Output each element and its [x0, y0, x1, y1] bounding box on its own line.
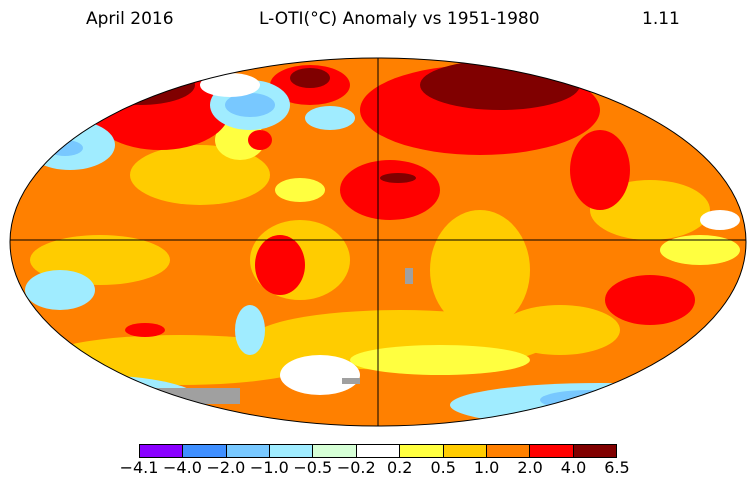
anomaly-map	[9, 57, 747, 427]
colorbar-swatch	[356, 445, 401, 457]
colorbar-swatch	[140, 445, 184, 457]
map-title: L-OTI(°C) Anomaly vs 1951-1980	[259, 9, 540, 29]
colorbar-swatch	[270, 445, 314, 457]
colorbar-swatch	[313, 445, 357, 457]
slight-warm-regions	[215, 120, 740, 375]
colorbar-tick-label: −0.2	[336, 458, 376, 477]
colorbar-tick-label: −2.0	[206, 458, 246, 477]
colorbar-tick-label: 1.0	[473, 458, 500, 477]
colorbar-tick-label: 0.2	[386, 458, 413, 477]
colorbar-tick-label: 4.0	[560, 458, 587, 477]
colorbar-swatch	[183, 445, 227, 457]
colorbar-tick-label: −4.1	[119, 458, 159, 477]
date-label: April 2016	[86, 9, 174, 29]
colorbar	[139, 444, 617, 458]
colorbar-tick-label: 6.5	[604, 458, 630, 477]
colorbar-swatch	[530, 445, 574, 457]
colorbar-swatch	[486, 445, 531, 457]
colorbar-swatch	[573, 445, 616, 457]
colorbar-ticks: −4.1 −4.0 −2.0 −1.0 −0.5 −0.2 0.2 0.5 1.0 2.0 4.0 6…	[0, 458, 756, 480]
global-mean-value: 1.11	[642, 9, 680, 29]
colorbar-swatch	[443, 445, 487, 457]
colorbar-tick-label: 2.0	[517, 458, 543, 477]
colorbar-swatch	[226, 445, 271, 457]
colorbar-tick-label: −0.5	[293, 458, 333, 477]
colorbar-tick-label: −4.0	[163, 458, 202, 477]
colorbar-tick-label: −1.0	[249, 458, 289, 477]
colorbar-tick-label: 0.5	[430, 458, 456, 477]
colorbar-swatch	[400, 445, 444, 457]
near-zero-regions	[200, 73, 740, 395]
map-border	[9, 57, 747, 427]
